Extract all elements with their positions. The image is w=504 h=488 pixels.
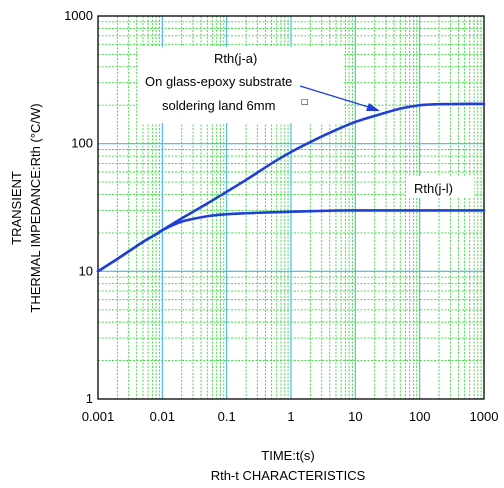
- rth-ja-annotation-box: [138, 47, 344, 123]
- x-tick-label: 100: [409, 409, 431, 424]
- x-tick-labels: 0.001 0.01 0.1 1 10 100 1000: [82, 409, 499, 424]
- rth-ja-leader-arrowhead: [366, 103, 380, 111]
- rth-ja-land-square: □: [301, 97, 309, 106]
- x-tick-label: 0.1: [218, 409, 236, 424]
- series-rth-jl-line: [96, 209, 486, 273]
- series-layer: [96, 102, 486, 273]
- y-tick-labels: 1 10 100 1000: [64, 8, 93, 406]
- y-tick-label: 100: [71, 136, 93, 151]
- x-tick-label: 0.01: [150, 409, 175, 424]
- y-axis-title-line2: THERMAL IMPEDANCE:Rth (°C/W): [28, 103, 43, 312]
- y-tick-label: 1000: [64, 8, 93, 23]
- x-tick-label: 10: [348, 409, 362, 424]
- rth-ja-leader-line: [299, 85, 376, 110]
- plot-frame: [97, 15, 485, 400]
- y-tick-label: 10: [79, 263, 93, 278]
- x-tick-label: 1000: [470, 409, 499, 424]
- rth-ja-label: Rth(j-a): [214, 51, 257, 66]
- y-tick-label: 1: [86, 391, 93, 406]
- rth-ja-substrate-label: On glass-epoxy substrate: [145, 74, 292, 89]
- x-tick-label: 0.001: [82, 409, 115, 424]
- rth-ja-land-label: soldering land 6mm: [162, 98, 275, 113]
- rth-jl-label: Rth(j-l): [414, 181, 453, 196]
- y-axis-title-line1: TRANSIENT: [9, 171, 24, 245]
- x-axis-title: TIME:t(s): [261, 448, 314, 463]
- x-tick-label: 1: [287, 409, 294, 424]
- rth-jl-annotation-box: [406, 176, 474, 198]
- chart-caption: Rth-t CHARACTERISTICS: [211, 468, 366, 483]
